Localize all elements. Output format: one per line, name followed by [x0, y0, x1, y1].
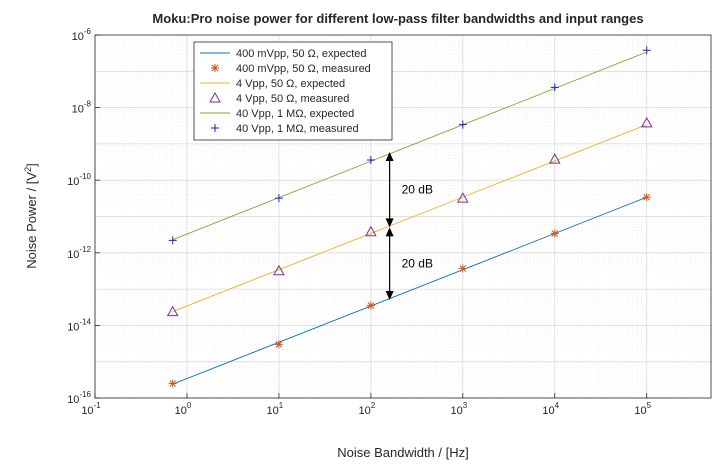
data-point [551, 230, 559, 237]
x-tick-base: 10 [267, 405, 279, 417]
x-tick-base: 10 [81, 405, 93, 417]
x-tick-label: 102 [359, 401, 376, 417]
y-tick-exponent: -10 [79, 172, 91, 181]
series-1 [168, 193, 651, 388]
y-tick-label: 10-12 [67, 245, 91, 261]
y-tick-exponent: -12 [79, 245, 91, 254]
y-tick-label: 10-6 [72, 27, 92, 43]
series-0 [172, 196, 647, 385]
x-tick-exponent: -1 [94, 401, 102, 410]
x-tick-exponent: 1 [279, 401, 284, 410]
annotation-arrow-head [385, 291, 394, 301]
x-tick-label: 10-1 [81, 401, 101, 417]
x-tick-label: 104 [542, 401, 559, 417]
legend: 400 mVpp, 50 Ω, expected 400 mVpp, 50 Ω, … [193, 41, 393, 141]
x-axis-label: Noise Bandwidth / [Hz] [337, 445, 469, 460]
x-tick-exponent: 4 [555, 401, 560, 410]
annotation-arrow-head [385, 151, 394, 161]
x-tick-exponent: 5 [647, 401, 652, 410]
series-4 [172, 51, 647, 241]
legend-entry-2: 4 Vpp, 50 Ω, expected [200, 78, 345, 90]
legend-entry-1: 400 mVpp, 50 Ω, measured [211, 63, 371, 75]
legend-entry-5: 40 Vpp, 1 MΩ, measured [211, 123, 359, 135]
y-axis-label-sup: 2 [23, 167, 33, 172]
annotation-1: 20 dB [385, 227, 433, 301]
annotation-layer: 20 dB 20 dB [385, 151, 433, 301]
legend-label: 40 Vpp, 1 MΩ, expected [236, 108, 354, 120]
series-layer [166, 46, 653, 388]
y-tick-exponent: -8 [84, 100, 92, 109]
legend-marker-sample [209, 91, 221, 103]
y-tick-base: 10 [67, 249, 79, 261]
data-point [169, 380, 177, 387]
series-line [172, 51, 647, 241]
legend-label: 4 Vpp, 50 Ω, measured [236, 93, 349, 105]
series-line [172, 124, 647, 313]
x-tick-exponent: 3 [463, 401, 468, 410]
x-tick-base: 10 [542, 405, 554, 417]
y-tick-exponent: -14 [79, 317, 91, 326]
legend-label: 4 Vpp, 50 Ω, expected [236, 78, 345, 90]
annotation-label: 20 dB [402, 257, 433, 271]
legend-marker-sample [211, 64, 219, 72]
series-2 [172, 124, 647, 313]
x-tick-base: 10 [634, 405, 646, 417]
data-point [273, 264, 285, 276]
x-axis-ticks: 10-1 100 101 102 103 104 105 [81, 393, 652, 417]
legend-entry-3: 4 Vpp, 50 Ω, measured [209, 91, 349, 105]
y-tick-base: 10 [67, 176, 79, 188]
data-point [459, 265, 467, 272]
y-tick-label: 10-10 [67, 172, 91, 188]
data-point [456, 192, 469, 203]
annotation-arrow-head [385, 218, 394, 228]
y-axis-label: Noise Power / [V2] [23, 163, 39, 268]
y-tick-label: 10-16 [67, 390, 91, 406]
annotation-label: 20 dB [402, 183, 433, 197]
x-tick-exponent: 0 [187, 401, 192, 410]
x-tick-base: 10 [359, 405, 371, 417]
annotation-arrow-head [385, 227, 394, 237]
series-5 [168, 46, 651, 245]
y-axis-label-main: Noise Power / [V [24, 172, 39, 269]
data-point [365, 225, 377, 237]
x-tick-label: 105 [634, 401, 651, 417]
x-tick-label: 100 [175, 401, 192, 417]
grid [94, 35, 712, 399]
x-tick-exponent: 2 [371, 401, 376, 410]
series-3 [166, 116, 653, 317]
y-tick-base: 10 [72, 104, 84, 116]
legend-label: 40 Vpp, 1 MΩ, measured [236, 123, 359, 135]
annotation-0: 20 dB [385, 151, 433, 228]
series-line [172, 196, 647, 385]
data-point [275, 341, 283, 348]
y-tick-base: 10 [67, 321, 79, 333]
y-tick-exponent: -16 [79, 390, 91, 399]
legend-entry-4: 40 Vpp, 1 MΩ, expected [200, 108, 354, 120]
y-axis-label-end: ] [24, 163, 39, 167]
x-tick-label: 103 [450, 401, 467, 417]
data-point [548, 153, 561, 164]
legend-label: 400 mVpp, 50 Ω, measured [236, 63, 371, 75]
y-tick-exponent: -6 [84, 27, 92, 36]
x-tick-base: 10 [175, 405, 187, 417]
legend-entry-0: 400 mVpp, 50 Ω, expected [200, 48, 367, 60]
data-point [640, 116, 653, 128]
x-tick-label: 101 [267, 401, 284, 417]
legend-label: 400 mVpp, 50 Ω, expected [236, 48, 367, 60]
y-tick-label: 10-8 [72, 100, 92, 116]
y-tick-label: 10-14 [67, 317, 91, 333]
plot-area-border [94, 34, 712, 399]
data-point [367, 302, 375, 310]
y-tick-base: 10 [67, 394, 79, 406]
x-tick-base: 10 [450, 405, 462, 417]
y-tick-base: 10 [72, 31, 84, 43]
chart-title: Moku:Pro noise power for different low-p… [152, 11, 643, 26]
legend-box [193, 41, 393, 141]
data-point [643, 193, 651, 201]
data-point [166, 305, 179, 317]
